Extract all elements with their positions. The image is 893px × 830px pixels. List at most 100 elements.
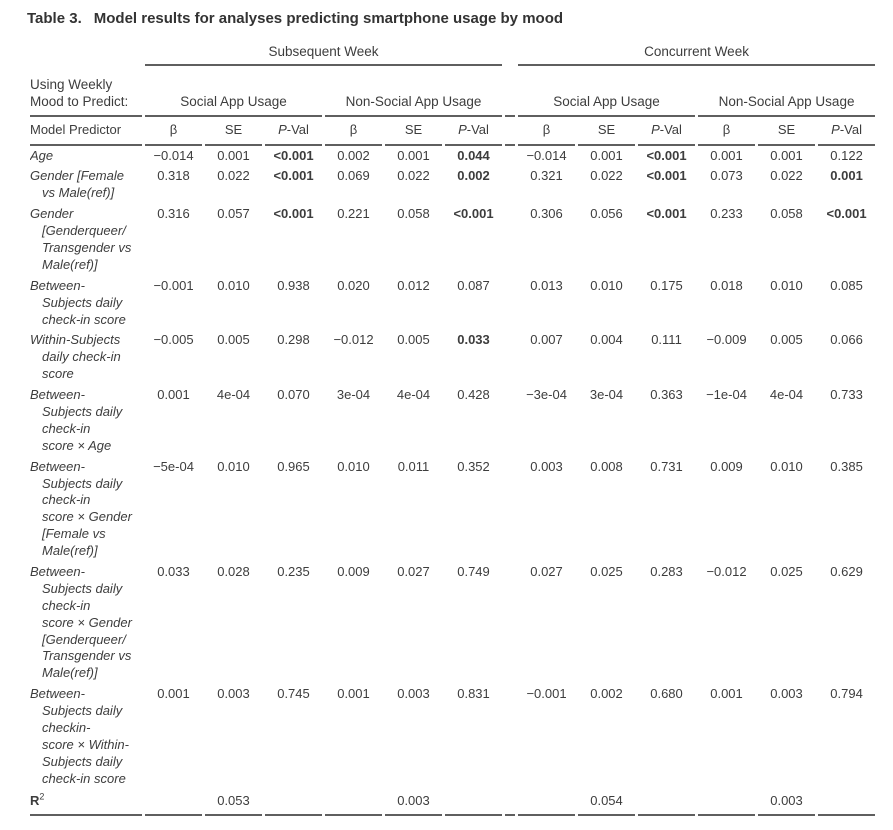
value-cell: 0.058 — [397, 206, 430, 222]
value-cell: 0.003 — [397, 686, 430, 702]
value-cell: −0.001 — [153, 277, 194, 293]
value-cell: 0.001 — [710, 147, 743, 163]
value-cell: 0.731 — [650, 458, 683, 474]
value-cell: 0.056 — [590, 206, 623, 222]
value-cell: 0.022 — [397, 168, 430, 184]
spanner-subsequent-week: Subsequent Week — [145, 41, 503, 66]
value-cell: 0.010 — [770, 277, 803, 293]
group-gap-spacer — [505, 146, 515, 167]
predictor-label: Between- Subjects daily check-in score ×… — [30, 564, 132, 681]
table-title: Table 3. Model results for analyses predi… — [27, 10, 881, 27]
value-cell: 0.007 — [530, 332, 563, 348]
group-gap-spacer — [505, 166, 515, 204]
pval-rest: -Val — [286, 121, 309, 137]
value-cell: 0.010 — [770, 458, 803, 474]
pval-rest: -Val — [466, 121, 489, 137]
value-cell: 0.318 — [157, 168, 190, 184]
value-cell: 0.020 — [337, 277, 370, 293]
stat-header-beta: β — [698, 117, 756, 146]
value-cell: <0.001 — [646, 168, 687, 184]
spanner-concurrent-week: Concurrent Week — [518, 41, 876, 66]
value-cell: 0.321 — [530, 168, 563, 184]
r-squared-row: R2 0.053 0.003 0.054 0.003 — [30, 790, 876, 817]
value-cell: 0.001 — [157, 387, 190, 403]
value-cell: 0.745 — [277, 686, 310, 702]
r-squared-value-cell: 0.053 — [205, 790, 262, 817]
group-gap-spacer — [505, 385, 515, 457]
corner-label: Using Weekly Mood to Predict: — [30, 66, 142, 117]
spanner-corner-spacer — [30, 41, 142, 66]
r-squared-value-cell: 0.003 — [385, 790, 442, 817]
value-cell: 0.013 — [530, 277, 563, 293]
value-cell: 0.057 — [217, 206, 250, 222]
value-cell: 0.027 — [397, 564, 430, 580]
value-cell: 0.009 — [710, 458, 743, 474]
value-cell: 4e-04 — [216, 387, 251, 403]
value-cell: 0.001 — [397, 147, 430, 163]
value-cell: −0.012 — [333, 332, 374, 348]
value-cell: 0.749 — [457, 564, 490, 580]
value-cell: 0.001 — [217, 147, 250, 163]
value-cell: −0.014 — [526, 147, 567, 163]
table-row: Between- Subjects daily check-in score ×… — [30, 385, 875, 457]
value-cell: 0.022 — [590, 168, 623, 184]
value-cell: −0.012 — [706, 564, 747, 580]
group-header-nonsocial-concurrent: Non-Social App Usage — [698, 66, 876, 117]
value-cell: −0.009 — [706, 332, 747, 348]
predictor-label: Between- Subjects daily check-in score — [30, 277, 126, 327]
group-gap-spacer — [505, 276, 515, 331]
value-cell: 0.003 — [530, 458, 563, 474]
table-number: Table 3. — [27, 10, 82, 27]
r-squared-value-cell — [265, 790, 322, 817]
value-cell: 0.033 — [457, 332, 490, 348]
value-cell: <0.001 — [826, 206, 867, 222]
value-cell: 0.001 — [770, 147, 803, 163]
value-cell: <0.001 — [646, 206, 687, 222]
pval-italic-p: P — [651, 121, 660, 137]
table-row: Gender [Genderqueer/ Transgender vs Male… — [30, 204, 875, 276]
pval-rest: -Val — [659, 121, 682, 137]
stat-header-pval: P-Val — [638, 117, 696, 146]
group-gap-spacer — [505, 204, 515, 276]
value-cell: 0.003 — [217, 686, 250, 702]
stat-header-beta: β — [145, 117, 202, 146]
value-cell: 0.066 — [830, 332, 863, 348]
pval-italic-p: P — [831, 121, 840, 137]
value-cell: 0.010 — [217, 277, 250, 293]
predictor-label: Gender [Genderqueer/ Transgender vs Male… — [30, 206, 132, 272]
value-cell: <0.001 — [273, 168, 314, 184]
value-cell: 0.233 — [710, 206, 743, 222]
value-cell: 0.733 — [830, 387, 863, 403]
model-results-table: Subsequent Week Concurrent Week Using We… — [27, 41, 878, 817]
value-cell: −0.001 — [526, 686, 567, 702]
predictor-label: Between- Subjects daily check-in score ×… — [30, 387, 123, 453]
group-gap-spacer — [505, 117, 516, 146]
table-row: Age −0.014 0.001 <0.001 0.002 0.001 0.044 −0.01… — [30, 146, 875, 167]
value-cell: 0.001 — [590, 147, 623, 163]
predictor-label: Between- Subjects daily check-in score ×… — [30, 458, 132, 559]
predictor-label: Within-Subjects daily check-in score — [30, 332, 121, 382]
value-cell: 0.008 — [590, 458, 623, 474]
stat-header-se: SE — [205, 117, 262, 146]
value-cell: 0.003 — [770, 686, 803, 702]
table-row: Gender [Female vs Male(ref)] 0.318 0.022 <0… — [30, 166, 875, 204]
group-gap-spacer — [505, 330, 515, 385]
value-cell: 0.283 — [650, 564, 683, 580]
value-cell: 0.831 — [457, 686, 490, 702]
group-gap-spacer — [505, 66, 516, 117]
table-row: Between- Subjects daily check-in score −0… — [30, 276, 875, 331]
stat-header-row: Model Predictor β SE P-Val β SE P-Val β SE P-Val… — [30, 117, 876, 146]
spanner-row: Subsequent Week Concurrent Week — [30, 41, 876, 66]
r-squared-value-cell: 0.003 — [758, 790, 816, 817]
group-gap-spacer — [505, 562, 515, 684]
value-cell: 0.070 — [277, 387, 310, 403]
r-squared-value-cell — [818, 790, 876, 817]
value-cell: <0.001 — [273, 147, 314, 163]
group-header-social-subsequent: Social App Usage — [145, 66, 322, 117]
value-cell: 0.022 — [217, 168, 250, 184]
value-cell: 0.235 — [277, 564, 310, 580]
predictor-column-header: Model Predictor — [30, 117, 142, 146]
stat-header-pval: P-Val — [445, 117, 503, 146]
value-cell: 3e-04 — [336, 387, 371, 403]
pval-italic-p: P — [458, 121, 467, 137]
